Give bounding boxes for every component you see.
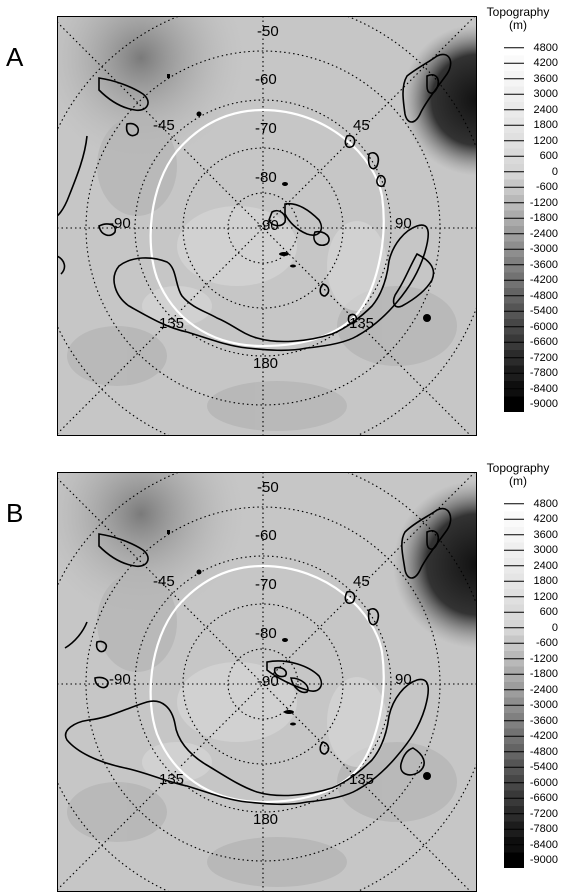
legend-tick-label: -600 [535,637,558,650]
legend-tick-label: -6600 [529,336,558,349]
polar-map-b: -50 -60 -70 -80 -90 -45 45 -90 90 135 18… [57,472,477,892]
legend-b: Topography (m) 4800 4200 3600 3000 2400 1800 1… [478,462,558,872]
legend-tick-label: 3000 [533,544,558,557]
legend-unit: (m) [509,474,527,488]
legend-tick-label: -5400 [529,305,558,318]
lat-label-70: -70 [255,120,277,137]
legend-tick-label: -6000 [529,320,558,333]
polar-map-a: -50 -60 -70 -80 -90 -45 45 -90 90 135 18… [57,16,477,436]
lat-label-80: -80 [255,625,277,642]
lat-label-60: -60 [255,527,277,544]
legend-tick-label: 1800 [533,119,558,132]
legend-tick-label: 3600 [533,528,558,541]
lon-label-45: 45 [353,117,370,134]
lat-label-70: -70 [255,576,277,593]
legend-tick-label: -4800 [529,745,558,758]
legend-tick-label: -5400 [529,761,558,774]
colorbar-b [504,496,524,868]
legend-tick-label: -9000 [529,398,558,411]
white-boundary-contour [149,564,385,804]
legend-tick-label: 4800 [533,41,558,54]
lon-label-180: 180 [253,355,278,372]
panel-label-a: A [6,42,24,72]
lon-label-minus90: -90 [109,671,131,688]
legend-tick-label: -4800 [529,289,558,302]
legend-tick-label: -7200 [529,807,558,820]
longitude-lines [57,472,477,892]
lon-label-minus45: -45 [153,117,175,134]
legend-tick-label: -3000 [529,699,558,712]
legend-tick-label: -4200 [529,274,558,287]
legend-tick-label: -3000 [529,243,558,256]
lon-label-135-right: 135 [349,315,374,332]
lon-label-minus45: -45 [153,573,175,590]
lat-label-50: -50 [257,23,279,40]
lon-label-90: 90 [395,215,412,232]
legend-tick-label: -1200 [529,652,558,665]
legend-tick-label: -1800 [529,212,558,225]
legend-tick-label: 2400 [533,103,558,116]
lon-label-90: 90 [395,671,412,688]
legend-tick-label: 3600 [533,72,558,85]
legend-tick-label: -8400 [529,382,558,395]
legend-tick-label: -2400 [529,683,558,696]
black-contours [64,507,452,806]
lon-label-45: 45 [353,573,370,590]
legend-title: Topography [486,461,550,475]
lon-label-135-left: 135 [159,771,184,788]
legend-tick-label: -7800 [529,367,558,380]
legend-tick-label: -4200 [529,730,558,743]
legend-tick-label: -6600 [529,792,558,805]
lat-label-50: -50 [257,479,279,496]
legend-tick-label: -9000 [529,854,558,867]
legend-tick-label: 3000 [533,88,558,101]
lat-label-90: -90 [257,217,279,234]
lon-label-minus90: -90 [109,215,131,232]
panel-label-b: B [6,498,24,528]
legend-tick-label: 2400 [533,559,558,572]
legend-tick-label: 1200 [533,134,558,147]
legend-tick-label: -3600 [529,258,558,271]
legend-tick-label: 1800 [533,575,558,588]
legend-title: Topography [486,5,550,19]
legend-tick-label: -7800 [529,823,558,836]
legend-unit: (m) [509,18,527,32]
legend-tick-label: -3600 [529,714,558,727]
legend-a: Topography (m) 4800 4200 3600 3000 2400 1800 1… [478,6,558,416]
legend-tick-label: -1200 [529,196,558,209]
lat-label-80: -80 [255,169,277,186]
legend-tick-label: 600 [539,150,558,163]
legend-tick-label: -7200 [529,351,558,364]
lon-label-180: 180 [253,811,278,828]
legend-tick-label: 600 [539,606,558,619]
legend-tick-label: 4200 [533,513,558,526]
white-boundary-contour [149,108,385,348]
lat-label-90: -90 [257,673,279,690]
colorbar-a [504,40,524,412]
lat-label-60: -60 [255,71,277,88]
legend-tick-label: 1200 [533,590,558,603]
legend-tick-label: 4800 [533,497,558,510]
legend-tick-label: -6000 [529,776,558,789]
lon-label-135-right: 135 [349,771,374,788]
legend-tick-label: 0 [551,621,558,634]
legend-tick-label: -2400 [529,227,558,240]
lon-label-135-left: 135 [159,315,184,332]
legend-tick-label: 4200 [533,57,558,70]
black-contours [57,53,452,352]
legend-tick-label: -600 [535,181,558,194]
legend-tick-label: -8400 [529,838,558,851]
legend-tick-label: -1800 [529,668,558,681]
legend-tick-label: 0 [551,165,558,178]
longitude-lines [57,16,477,436]
